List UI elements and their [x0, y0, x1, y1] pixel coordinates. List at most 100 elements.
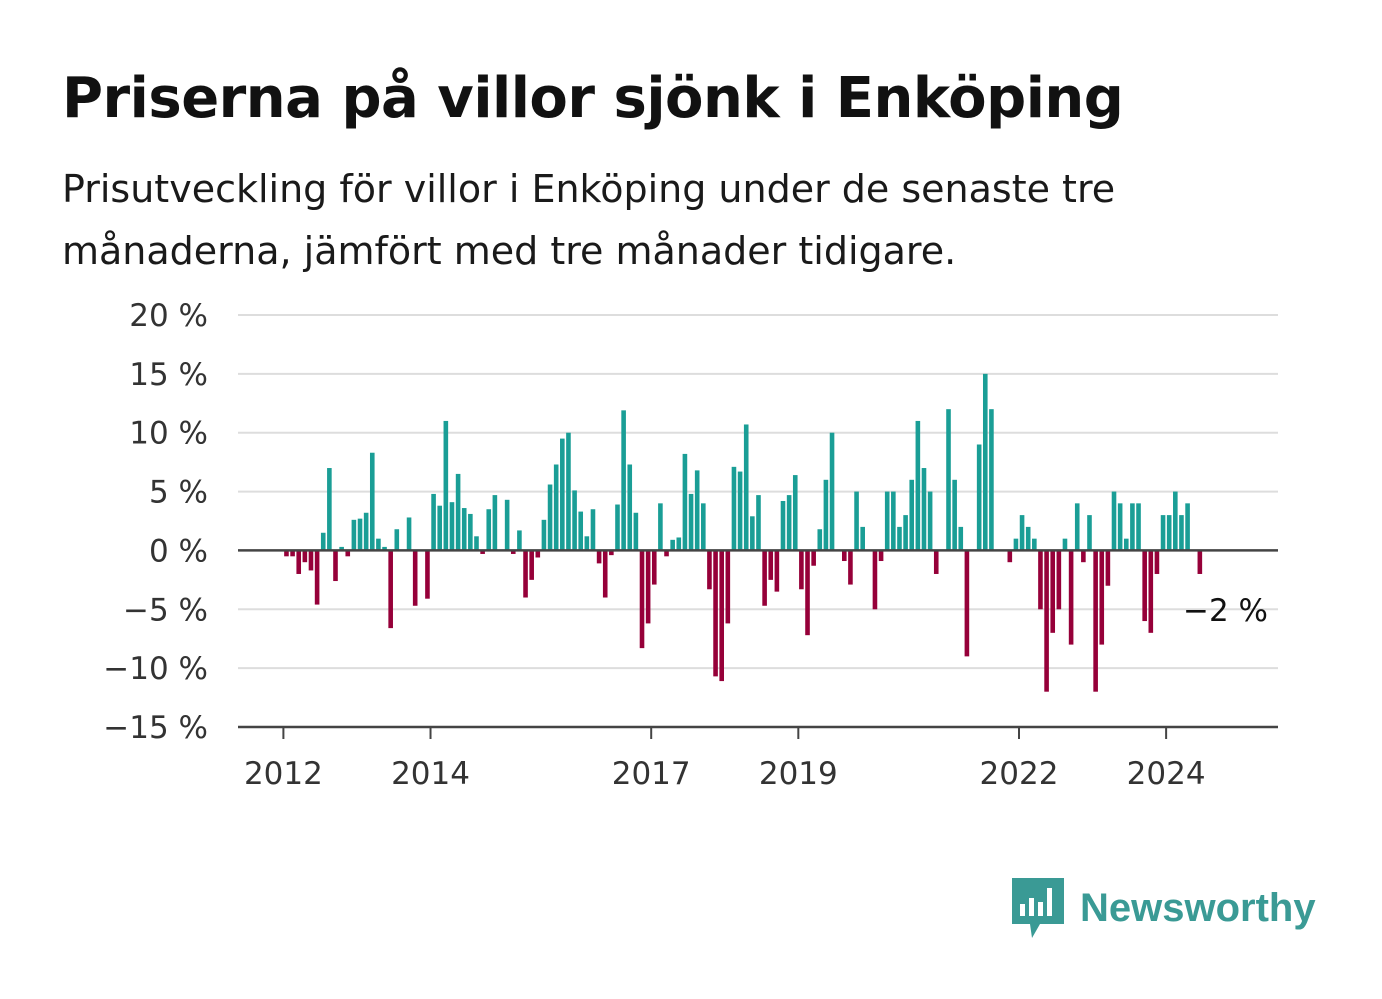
x-tick-label: 2022 [980, 756, 1059, 792]
bar [817, 529, 823, 551]
bar [891, 491, 896, 551]
bar [584, 536, 590, 551]
bar [523, 550, 528, 598]
bar [750, 516, 755, 551]
bar [676, 537, 682, 551]
x-tick-label: 2019 [759, 756, 838, 792]
bar [786, 495, 792, 551]
bar [952, 479, 957, 551]
bar [1099, 550, 1105, 645]
bar [639, 550, 645, 649]
bar [1123, 538, 1129, 551]
bar [461, 508, 467, 551]
bar [878, 550, 884, 562]
gridlines [238, 314, 1278, 670]
bar [719, 550, 724, 682]
bar [645, 550, 651, 624]
y-tick-label: −5 % [123, 592, 208, 628]
bar [308, 550, 314, 571]
bar [1044, 550, 1049, 692]
bar [560, 438, 565, 551]
bar [1105, 550, 1111, 586]
y-tick-label: 10 % [129, 416, 208, 452]
newsworthy-logo-icon [1012, 878, 1064, 938]
bar [302, 550, 308, 563]
brand-name: Newsworthy [1080, 885, 1316, 930]
bar [897, 526, 902, 551]
bar [1130, 503, 1135, 551]
x-tick-label: 2014 [391, 756, 470, 792]
bar [737, 471, 743, 551]
bar [811, 550, 816, 566]
bar [290, 550, 295, 557]
bar [535, 550, 541, 558]
y-tick-label: 15 % [129, 357, 208, 393]
bar [921, 468, 927, 551]
bar [713, 550, 718, 677]
bar [823, 479, 829, 551]
bar [1093, 550, 1098, 692]
y-axis-labels: −15 % −10 % −5 % 0 % 5 % 10 % 15 % 20 % [103, 298, 208, 746]
bar [872, 550, 878, 610]
bar [792, 475, 798, 551]
bar [1081, 550, 1086, 563]
bar [707, 550, 712, 590]
bar [989, 409, 994, 551]
bar [333, 550, 338, 582]
bar [382, 546, 387, 551]
bar [284, 550, 289, 557]
bar [602, 550, 608, 598]
bar [829, 432, 835, 551]
bar [1019, 515, 1025, 551]
bar [517, 530, 522, 551]
bar [394, 529, 400, 551]
bar [933, 550, 939, 574]
bar [860, 526, 865, 551]
bar [529, 550, 534, 580]
bar [964, 550, 970, 657]
bar [725, 550, 731, 624]
bar [1087, 515, 1092, 551]
bar [884, 491, 890, 551]
bar [320, 532, 326, 551]
bar [406, 517, 412, 551]
bar [670, 539, 675, 551]
bar [455, 473, 461, 551]
bar [1074, 503, 1080, 551]
newsworthy-logo: Newsworthy [1012, 878, 1316, 938]
bar [688, 493, 694, 551]
last-value-label: −2 % [1183, 593, 1268, 629]
chart-title: Priserna på villor sjönk i Enköping [62, 66, 1124, 131]
bar [903, 515, 908, 551]
bar [510, 550, 516, 554]
bars [284, 373, 1203, 692]
bar [1038, 550, 1043, 610]
bar [621, 410, 626, 551]
bar [1025, 526, 1031, 551]
bar [480, 550, 485, 554]
bar [780, 500, 786, 551]
bar [1136, 503, 1141, 551]
bar [553, 464, 559, 551]
bar [590, 509, 596, 551]
bar [731, 466, 737, 551]
bar [743, 424, 749, 551]
bar [1197, 550, 1203, 574]
bar [1154, 550, 1160, 574]
y-tick-label: −10 % [103, 651, 208, 687]
y-tick-label: 20 % [129, 298, 208, 334]
axes [238, 549, 1278, 739]
bar [339, 546, 344, 551]
bar [627, 464, 633, 551]
bar [854, 491, 859, 551]
bar [504, 499, 510, 551]
bar [762, 550, 767, 606]
bar [1173, 491, 1178, 551]
bar [848, 550, 853, 585]
bar [486, 509, 492, 551]
bar [1160, 515, 1166, 551]
bar [976, 444, 982, 551]
chart-subtitle: Prisutveckling för villor i Enköping und… [62, 167, 1116, 273]
bar [376, 538, 381, 551]
bar [1056, 550, 1062, 610]
